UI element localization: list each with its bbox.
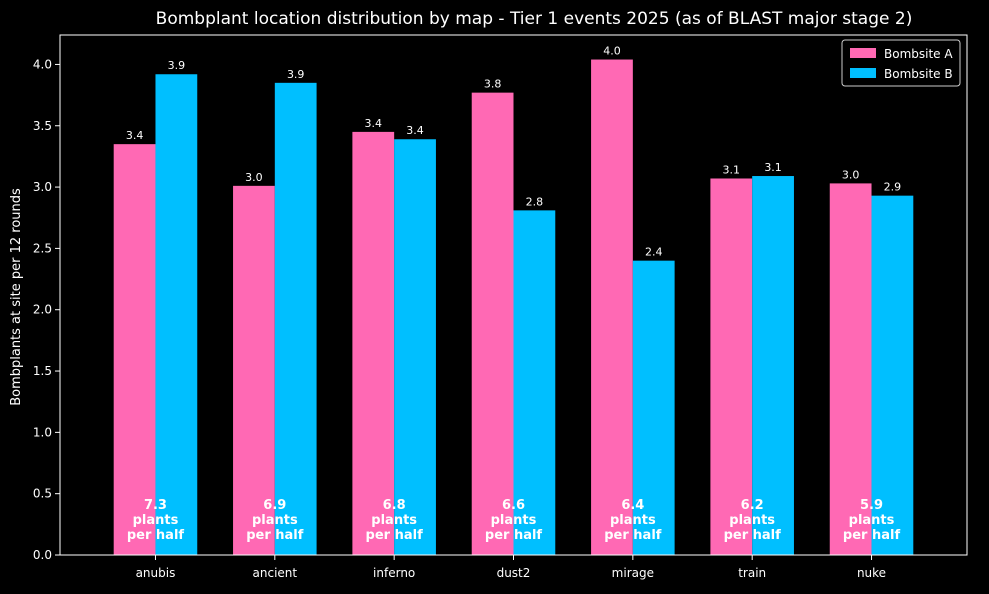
y-tick-label: 2.5: [33, 241, 52, 255]
legend-swatch-b: [850, 68, 876, 78]
y-tick-label: 0.5: [33, 487, 52, 501]
bar-value-label: 3.0: [245, 171, 263, 184]
bar-b-nuke: [871, 195, 914, 555]
y-axis-label: Bombplants at site per 12 rounds: [9, 188, 24, 406]
bar-value-label: 2.4: [645, 246, 663, 259]
total-annotation-line: plants: [491, 513, 537, 528]
chart-title: Bombplant location distribution by map -…: [156, 9, 913, 29]
total-annotation-line: plants: [371, 513, 417, 528]
bar-value-label: 4.0: [603, 45, 621, 58]
y-tick-label: 0.0: [33, 548, 52, 562]
bar-b-anubis: [155, 74, 198, 555]
y-tick-label: 2.0: [33, 303, 52, 317]
bar-value-label: 3.1: [723, 163, 741, 176]
y-tick-label: 3.0: [33, 180, 52, 194]
bar-value-labels: 3.4 3.0 3.4 3.8 4.0 3.1 3.0 3.9 3.9 3.4 2.8 2.4 3.1 2…: [126, 45, 901, 259]
total-annotation-line: plants: [610, 513, 656, 528]
bar-a-ancient: [233, 185, 275, 555]
total-annotation-line: plants: [849, 513, 895, 528]
x-tick-label: anubis: [136, 566, 176, 580]
y-tick-label: 1.0: [33, 425, 52, 439]
bar-value-label: 3.8: [484, 78, 502, 91]
total-annotation-line: 5.9: [860, 498, 883, 513]
bar-b-ancient: [274, 82, 317, 555]
bar-a-train: [710, 178, 753, 555]
total-annotation-line: 6.6: [502, 498, 525, 513]
bar-value-label: 3.0: [842, 168, 860, 181]
y-tick-label: 1.5: [33, 364, 52, 378]
legend-label-a: Bombsite A: [884, 47, 953, 61]
total-annotation-dust2: 6.6 plants per half: [485, 498, 543, 543]
y-tick-label: 4.0: [33, 57, 52, 71]
total-annotation-line: plants: [252, 513, 298, 528]
bar-b-mirage: [632, 260, 675, 555]
bar-value-label: 2.8: [526, 195, 544, 208]
axes: 0.0 0.5 1.0 1.5 2.0 2.5 3.0 3.5 4.0 anubis ancient…: [33, 34, 968, 580]
legend-swatch-a: [850, 48, 876, 58]
total-annotation-inferno: 6.8 plants per half: [366, 498, 424, 543]
y-tick-label: 3.5: [33, 119, 52, 133]
bar-b-inferno: [394, 139, 436, 555]
total-annotation-line: per half: [366, 528, 424, 543]
bars-layer: [113, 59, 914, 556]
total-annotation-line: per half: [127, 528, 185, 543]
bar-a-nuke: [829, 183, 872, 555]
x-tick-label: nuke: [857, 566, 886, 580]
bar-value-label: 3.1: [764, 161, 782, 174]
total-annotation-line: per half: [246, 528, 304, 543]
total-annotation-line: per half: [843, 528, 901, 543]
total-annotation-line: plants: [133, 513, 179, 528]
total-annotation-anubis: 7.3 plants per half: [127, 498, 185, 543]
legend-label-b: Bombsite B: [884, 67, 953, 81]
x-tick-label: inferno: [373, 566, 415, 580]
total-annotation-line: 7.3: [144, 498, 167, 513]
x-tick-label: dust2: [497, 566, 531, 580]
bar-value-label: 3.9: [287, 68, 305, 81]
bar-a-dust2: [471, 92, 514, 555]
x-tick-label: train: [738, 566, 766, 580]
total-annotation-ancient: 6.9 plants per half: [246, 498, 304, 543]
total-annotation-train: 6.2 plants per half: [724, 498, 782, 543]
bar-a-mirage: [591, 59, 633, 556]
total-annotation-line: 6.9: [263, 498, 286, 513]
bar-value-label: 3.4: [126, 129, 144, 142]
bar-b-train: [752, 176, 794, 556]
bar-a-anubis: [113, 144, 156, 555]
bar-value-label: 3.4: [406, 124, 424, 137]
bar-value-label: 3.9: [168, 59, 186, 72]
total-annotation-line: 6.8: [383, 498, 406, 513]
legend: Bombsite A Bombsite B: [841, 39, 961, 87]
total-annotation-line: 6.4: [621, 498, 644, 513]
x-tick-label: ancient: [253, 566, 298, 580]
total-annotation-line: per half: [485, 528, 543, 543]
total-annotation-line: per half: [604, 528, 662, 543]
total-annotation-nuke: 5.9 plants per half: [843, 498, 901, 543]
x-tick-label: mirage: [612, 566, 654, 580]
bar-value-label: 2.9: [884, 181, 902, 194]
total-annotation-line: 6.2: [741, 498, 764, 513]
bar-b-dust2: [513, 210, 556, 555]
total-annotation-mirage: 6.4 plants per half: [604, 498, 662, 543]
bar-a-inferno: [352, 131, 395, 556]
total-annotation-line: plants: [729, 513, 775, 528]
total-annotation-line: per half: [724, 528, 782, 543]
bar-value-label: 3.4: [365, 117, 383, 130]
